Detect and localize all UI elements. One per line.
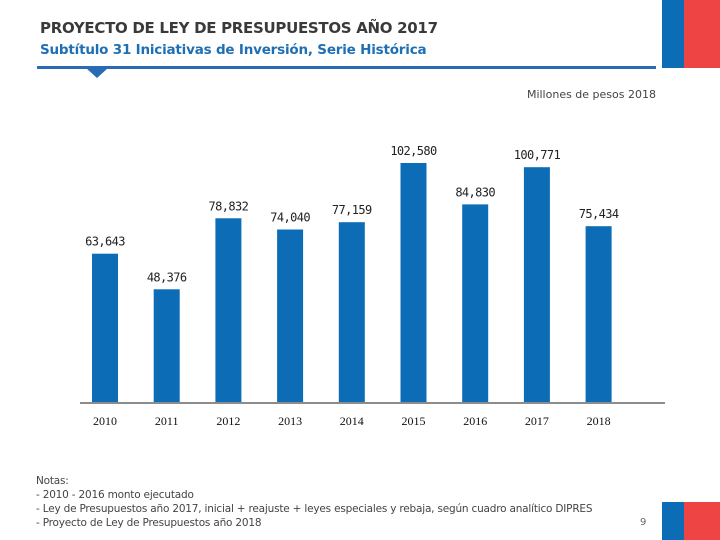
bar-2013 — [277, 229, 304, 402]
x-tick-label-2011: 2011 — [155, 414, 179, 428]
data-label-2017: 100,771 — [514, 148, 561, 162]
x-tick-labels-group: 2010 2011 2012 2013 2014 2015 2016 2017 2018 — [93, 414, 611, 428]
data-label-2014: 77,159 — [332, 203, 372, 217]
flag-blue-stripe — [662, 502, 684, 540]
x-tick-label-2013: 2013 — [278, 414, 302, 428]
bar-2018 — [585, 226, 612, 402]
bar-2012 — [215, 218, 242, 402]
x-tick-label-2015: 2015 — [402, 414, 426, 428]
page-number: 9 — [640, 517, 647, 528]
bar-2015 — [400, 163, 427, 402]
notes-heading: Notas: — [36, 475, 69, 487]
note-line: - Ley de Presupuestos año 2017, inicial … — [36, 503, 593, 515]
page-title: PROYECTO DE LEY DE PRESUPUESTOS AÑO 2017 — [40, 19, 438, 37]
data-label-2015: 102,580 — [390, 144, 437, 158]
notes: Notas: - 2010 - 2016 monto ejecutado - L… — [36, 474, 593, 530]
data-label-2012: 78,832 — [209, 199, 249, 213]
x-tick-label-2014: 2014 — [340, 414, 364, 428]
data-label-2013: 74,040 — [270, 211, 310, 225]
flag-blue-stripe — [662, 0, 684, 68]
title-divider — [37, 66, 656, 69]
bars-group — [92, 163, 612, 402]
bar-2011 — [153, 289, 180, 402]
flag-red-stripe — [684, 0, 720, 68]
x-tick-label-2012: 2012 — [216, 414, 240, 428]
bar-2017 — [523, 167, 550, 402]
flag-decoration-bottom — [662, 502, 720, 540]
units-label: Millones de pesos 2018 — [526, 88, 656, 101]
data-labels-group: 63,643 48,376 78,832 74,040 77,159 102,580 84,… — [85, 144, 619, 284]
x-tick-label-2010: 2010 — [93, 414, 117, 428]
data-label-2016: 84,830 — [455, 185, 495, 199]
x-tick-label-2016: 2016 — [463, 414, 487, 428]
page-subtitle: Subtítulo 31 Iniciativas de Inversión, S… — [40, 42, 427, 58]
flag-decoration-top — [662, 0, 720, 68]
data-label-2011: 48,376 — [147, 270, 187, 284]
bar-2016 — [462, 204, 489, 402]
data-label-2010: 63,643 — [85, 235, 125, 249]
note-line: - 2010 - 2016 monto ejecutado — [36, 489, 194, 501]
note-line: - Proyecto de Ley de Presupuestos año 20… — [36, 517, 262, 529]
data-label-2018: 75,434 — [579, 207, 619, 221]
bar-2014 — [338, 222, 365, 402]
x-tick-label-2018: 2018 — [587, 414, 611, 428]
x-tick-label-2017: 2017 — [525, 414, 549, 428]
flag-red-stripe — [684, 502, 720, 540]
title-divider-notch — [86, 68, 108, 78]
bar-2010 — [92, 253, 118, 402]
